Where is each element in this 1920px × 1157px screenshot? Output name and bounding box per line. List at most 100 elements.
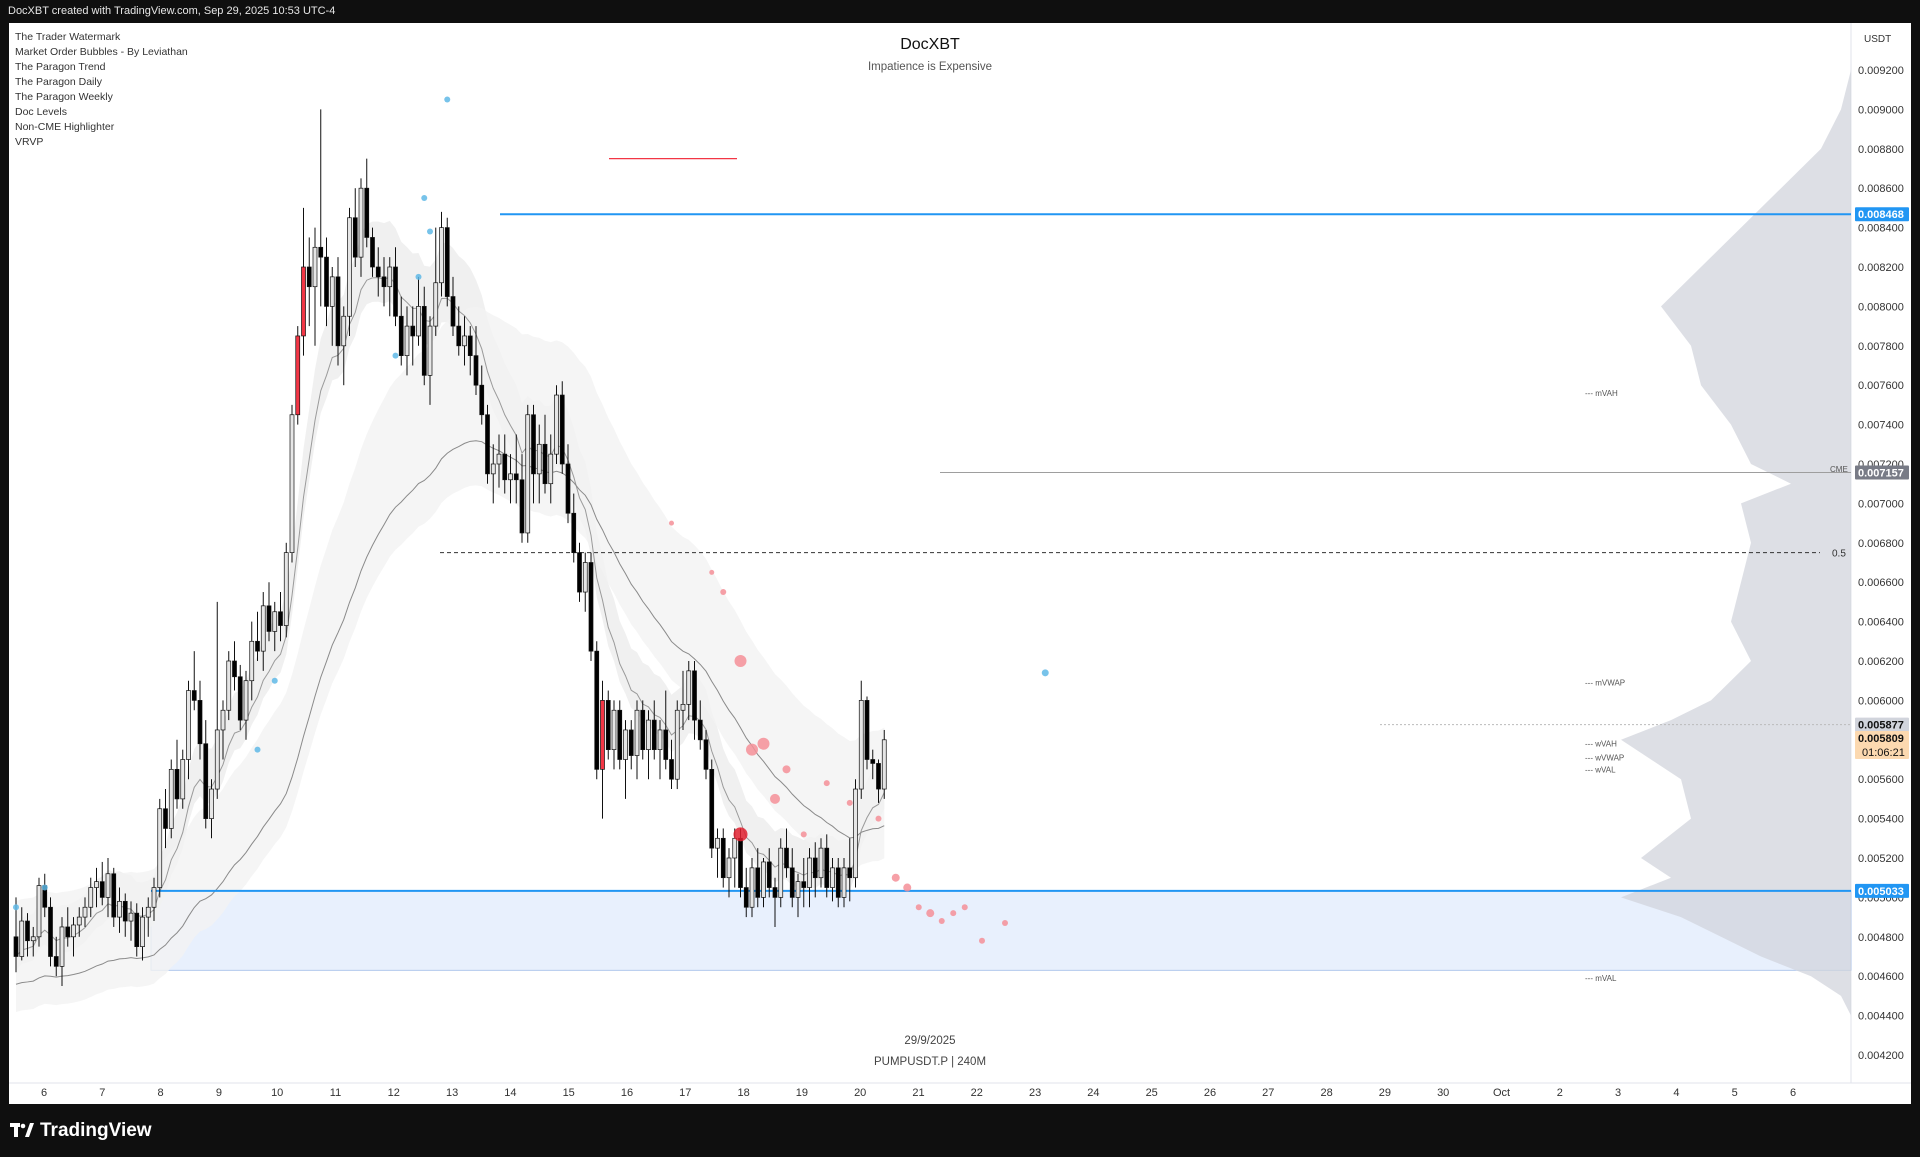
candle-body	[301, 266, 306, 337]
candle-body	[519, 479, 525, 534]
candle-body	[715, 837, 720, 849]
price-tick-label: 0.007800	[1858, 341, 1904, 353]
candle-body	[628, 729, 634, 756]
candle-body	[88, 887, 94, 908]
candle-body	[272, 611, 278, 632]
tradingview-logo-icon	[10, 1122, 34, 1137]
order-bubble	[444, 96, 451, 103]
candle-body	[646, 719, 651, 750]
candle-body	[634, 709, 640, 756]
candle-body	[312, 246, 318, 288]
candle-body	[243, 680, 249, 721]
indicator-item[interactable]: The Paragon Weekly	[15, 91, 113, 103]
candle-body	[703, 739, 709, 770]
indicator-item[interactable]: Non-CME Highlighter	[15, 121, 115, 133]
paragon-trend-line	[15, 276, 885, 957]
candle-body	[358, 187, 364, 258]
time-tick-label: 10	[271, 1087, 283, 1099]
price-tick-label: 0.007400	[1858, 420, 1904, 432]
candle-body	[99, 881, 105, 898]
candle-body	[801, 881, 807, 888]
candle-body	[157, 808, 163, 888]
candle-body	[203, 743, 209, 819]
order-bubble	[823, 780, 830, 787]
candle-body	[180, 759, 186, 800]
price-tick-label: 0.004400	[1858, 1011, 1904, 1023]
candle-body	[260, 605, 266, 652]
candle-body	[594, 650, 600, 770]
candle-body	[571, 512, 577, 554]
level-annotation: --- wVWAP	[1585, 754, 1624, 763]
candle-body	[283, 552, 289, 626]
candle-body	[559, 394, 565, 465]
candle-body	[278, 611, 283, 626]
candle-body	[749, 867, 755, 908]
time-tick-label: 21	[912, 1087, 924, 1099]
candle-body	[387, 266, 393, 288]
candle-body	[835, 867, 841, 898]
price-tag-label: 0.005033	[1858, 886, 1904, 898]
order-bubble	[770, 793, 780, 804]
order-bubble	[875, 815, 882, 822]
candle-body	[105, 873, 111, 898]
candle-body	[496, 453, 502, 465]
candle-body	[864, 700, 870, 760]
candle-body	[502, 453, 508, 481]
order-bubble	[846, 799, 853, 806]
candle-body	[76, 916, 82, 926]
candle-body	[145, 906, 151, 918]
indicator-item[interactable]: The Paragon Trend	[15, 61, 106, 73]
indicator-legend: The Trader Watermark Market Order Bubble…	[15, 30, 188, 150]
candle-body	[295, 335, 301, 416]
time-tick-label: 14	[504, 1087, 516, 1099]
candle-body	[25, 920, 30, 942]
order-bubble	[271, 677, 278, 684]
candle-body	[663, 729, 669, 760]
order-bubble	[903, 883, 912, 892]
indicator-item[interactable]: Market Order Bubbles - By Leviathan	[15, 46, 188, 58]
stamp-symbol: PUMPUSDT.P | 240M	[873, 1056, 987, 1068]
candle-body	[577, 552, 582, 593]
time-tick-label: 8	[158, 1087, 164, 1099]
order-bubble	[926, 909, 935, 918]
candle-body	[611, 709, 617, 751]
indicator-item[interactable]: The Paragon Daily	[15, 76, 102, 88]
price-tag-label: 0.008468	[1858, 209, 1904, 221]
price-tick-label: 0.006800	[1858, 538, 1904, 550]
candle-body	[743, 887, 749, 908]
candle-body	[531, 414, 536, 475]
candle-body	[812, 857, 818, 879]
time-tick-label: 29	[1379, 1087, 1391, 1099]
candle-body	[439, 227, 444, 284]
candle-body	[53, 956, 59, 967]
time-tick-label: 24	[1087, 1087, 1099, 1099]
order-bubble	[950, 910, 957, 917]
price-tick-label: 0.004800	[1858, 932, 1904, 944]
time-tick-label: 18	[737, 1087, 749, 1099]
candle-body	[335, 276, 341, 347]
price-tick-label: 0.004200	[1858, 1050, 1904, 1062]
candle-body	[48, 906, 53, 957]
level-annotation: --- wVAL	[1585, 765, 1616, 774]
level-annotation: --- wVAH	[1585, 740, 1617, 749]
candle-body	[554, 394, 559, 455]
candle-body	[467, 335, 473, 357]
candle-body	[306, 266, 312, 288]
order-bubble	[1002, 920, 1008, 927]
candle-body	[324, 256, 329, 307]
candle-body	[226, 660, 232, 711]
time-tick-label: 28	[1320, 1087, 1332, 1099]
candle-body	[82, 906, 88, 918]
candle-body	[766, 861, 772, 888]
candle-body	[416, 306, 421, 337]
order-bubble	[734, 655, 747, 667]
indicator-item[interactable]: The Trader Watermark	[15, 31, 121, 43]
time-tick-label: 2	[1557, 1087, 1563, 1099]
indicator-item[interactable]: Doc Levels	[15, 106, 67, 118]
candle-body	[640, 709, 646, 751]
tradingview-logo[interactable]: TradingView	[10, 1120, 152, 1142]
level-annotation: --- mVAL	[1585, 974, 1617, 983]
indicator-item[interactable]: VRVP	[15, 136, 44, 148]
candle-body	[364, 187, 370, 238]
